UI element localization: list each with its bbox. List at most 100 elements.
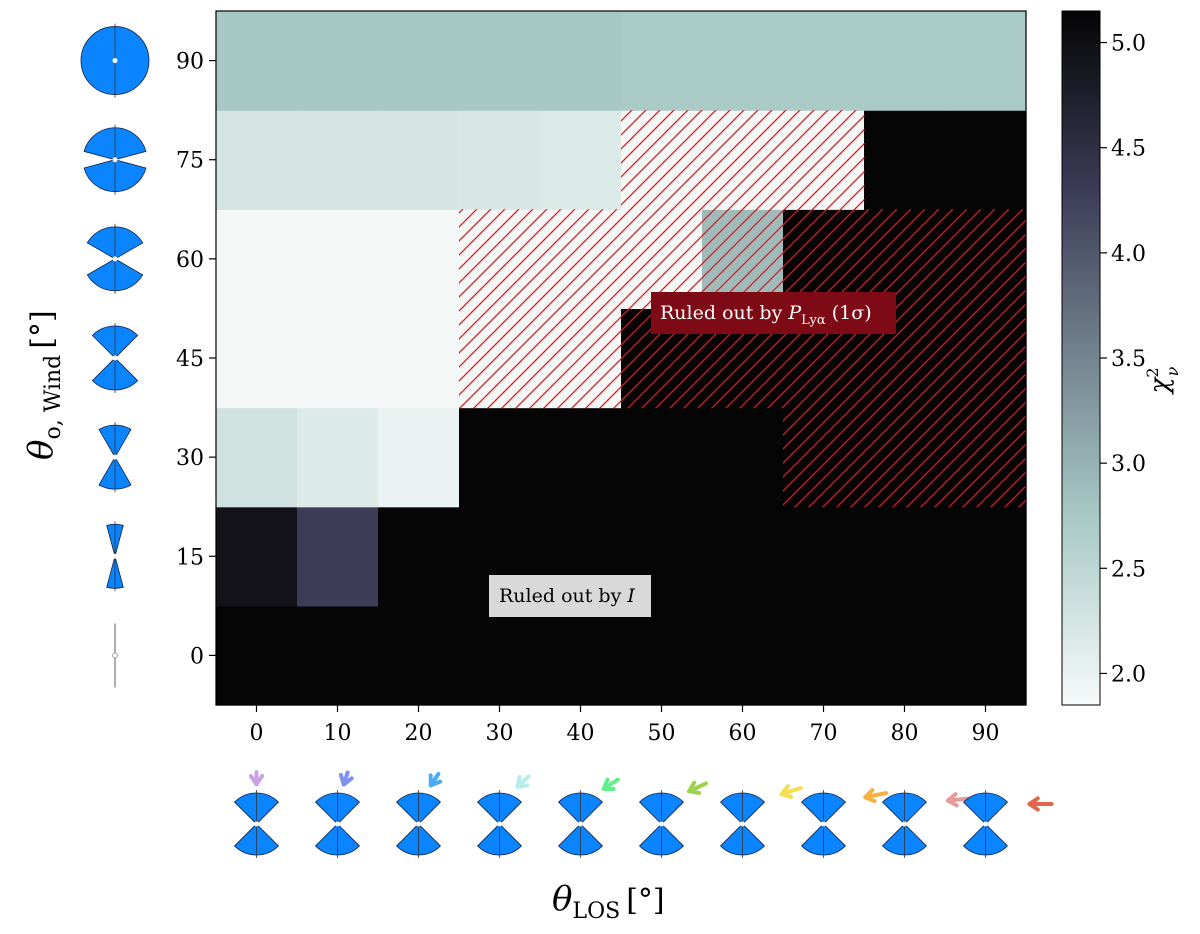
hatched-cell	[783, 110, 865, 210]
heatmap-cell	[378, 506, 460, 607]
heatmap-cell	[702, 605, 784, 706]
hatched-cell	[540, 308, 622, 409]
hatched-cell	[783, 407, 865, 508]
hatched-cell	[945, 308, 1027, 409]
heatmap-cell	[945, 11, 1027, 111]
hatched-cell	[459, 308, 541, 409]
heatmap-cell	[216, 506, 298, 607]
heatmap-cell	[540, 11, 622, 111]
heatmap-cell	[297, 308, 379, 409]
heatmap-cell	[783, 605, 865, 706]
los-arrow-icon	[515, 774, 531, 789]
los-cone-icon	[801, 790, 846, 858]
los-arrow-icon	[863, 788, 889, 804]
hatched-cell	[945, 407, 1027, 508]
heatmap-cell	[297, 407, 379, 508]
heatmap-cell	[216, 11, 298, 111]
heatmap-cell	[378, 209, 460, 310]
colorbar-tick-label: 4.0	[1111, 242, 1146, 267]
wind-cone-icon	[83, 124, 147, 195]
heatmap-cell	[621, 11, 703, 111]
wind-cone-icon	[106, 521, 124, 592]
los-cone-icon	[234, 790, 279, 858]
los-cone-icon	[315, 790, 360, 858]
hatched-cell	[864, 407, 946, 508]
hatched-cell	[702, 110, 784, 210]
y-axis-label: θo, Wind[°]	[21, 310, 66, 460]
hatched-cell	[945, 209, 1027, 310]
x-tick-label: 30	[486, 721, 514, 746]
line-of-sight-icons	[234, 770, 1054, 858]
y-tick-label: 15	[176, 545, 204, 570]
heatmap-cell	[216, 110, 298, 210]
x-tick-label: 50	[648, 721, 676, 746]
heatmap-cell	[216, 308, 298, 409]
heatmap-cell	[702, 506, 784, 607]
heatmap-cell	[702, 407, 784, 508]
y-tick-label: 45	[176, 347, 204, 372]
los-cone-icon	[720, 790, 765, 858]
heatmap-cell	[297, 605, 379, 706]
y-tick-label: 60	[176, 248, 204, 273]
heatmap-cell	[945, 605, 1027, 706]
x-tick-label: 10	[324, 721, 352, 746]
x-tick-label: 70	[810, 721, 838, 746]
los-arrow-icon	[687, 780, 708, 795]
heatmap-cell	[378, 11, 460, 111]
los-arrow-icon	[338, 770, 354, 787]
hatched-cell	[540, 209, 622, 310]
y-tick-label: 30	[176, 446, 204, 471]
heatmap-cell	[864, 605, 946, 706]
heatmap-cell	[297, 110, 379, 210]
x-tick-label: 20	[405, 721, 433, 746]
heatmap-cell	[540, 605, 622, 706]
los-cone-icon	[639, 790, 684, 858]
x-tick-label: 80	[891, 721, 919, 746]
x-tick-label: 0	[250, 721, 264, 746]
heatmap-cell	[540, 110, 622, 210]
heatmap-cell	[945, 110, 1027, 210]
heatmap-cell	[540, 407, 622, 508]
heatmap-cell	[702, 11, 784, 111]
x-tick-label: 40	[567, 721, 595, 746]
colorbar-label: χ2ν	[1143, 366, 1182, 395]
annotation-lya: Ruled out by PLyα (1σ)	[651, 292, 896, 334]
heatmap-cell	[864, 506, 946, 607]
annotation-i-box	[489, 575, 651, 617]
heatmap-cell	[297, 209, 379, 310]
heatmap-cell	[297, 11, 379, 111]
heatmap-cell	[945, 506, 1027, 607]
colorbar-tick-label: 5.0	[1111, 32, 1146, 57]
los-cone-icon	[558, 790, 603, 858]
heatmap-cell	[216, 605, 298, 706]
los-arrow-icon	[428, 772, 443, 788]
heatmap-cell	[864, 110, 946, 210]
colorbar-ticks: 2.0 2.5 3.0 3.5 4.0 4.5 5.0	[1100, 32, 1146, 687]
wind-cone-icon	[86, 223, 144, 294]
y-tick-label: 0	[190, 644, 204, 669]
heatmap-cell	[783, 506, 865, 607]
heatmap-cell	[864, 11, 946, 111]
heatmap-cell	[459, 407, 541, 508]
los-cone-icon	[963, 790, 1008, 858]
heatmap-cell	[378, 407, 460, 508]
y-tick-label: 75	[176, 149, 204, 174]
annotation-lya-box	[651, 292, 896, 334]
colorbar	[1061, 10, 1101, 706]
heatmap-cell	[378, 110, 460, 210]
annotation-i-text: Ruled out by I	[499, 585, 635, 607]
heatmap-cell	[216, 407, 298, 508]
wind-opening-icons	[80, 23, 150, 688]
heatmap-cell	[297, 506, 379, 607]
wind-cone-icon	[98, 422, 132, 493]
colorbar-tick-label: 3.5	[1111, 347, 1146, 372]
wind-cone-icon	[91, 323, 139, 393]
los-cone-icon	[477, 790, 522, 858]
annotation-i: Ruled out by I	[489, 575, 651, 617]
los-arrow-icon	[945, 792, 972, 808]
los-arrow-icon	[779, 784, 803, 799]
wind-cone-icon	[112, 623, 118, 688]
los-arrow-icon	[1027, 796, 1054, 812]
heatmap-cell	[378, 308, 460, 409]
